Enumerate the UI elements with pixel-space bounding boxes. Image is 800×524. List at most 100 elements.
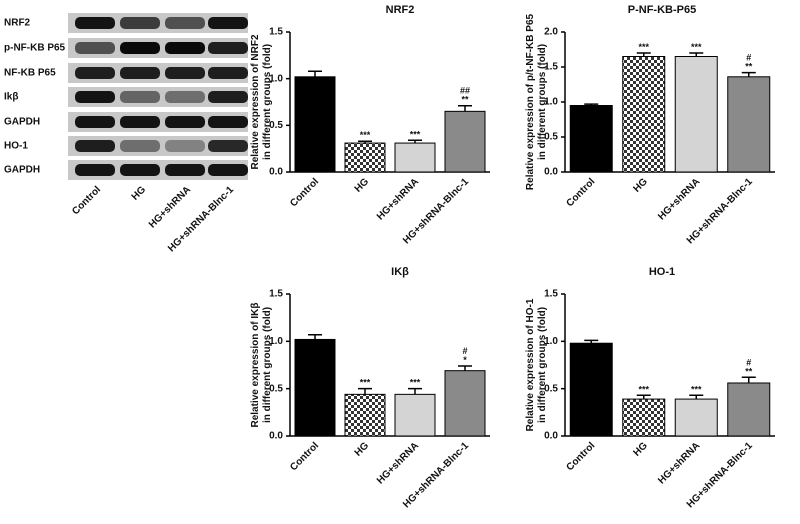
bar [294,338,336,437]
chart-title: IKβ [391,266,409,278]
y-axis-label: Relative expression of HO-1 [525,298,536,431]
y-tick-label: 1.5 [544,289,558,300]
significance: *** [691,42,702,52]
x-tick-label: HG+shRNA [656,176,702,222]
blot-row-label: p-NF-KB P65 [4,43,66,54]
blot-band [120,67,160,79]
x-tick-label: Control [288,176,321,209]
blot-lane-label: HG+shRNA [147,184,193,230]
y-tick-label: 1.0 [544,336,558,347]
y-axis-label: Relative expression of NRF2 [250,34,261,169]
bar [727,382,771,437]
significance: *** [360,130,371,140]
blot-row-label: NRF2 [4,18,31,29]
blot-band [75,17,115,29]
error-bar [689,52,704,57]
bar [344,142,386,173]
significance: *** [691,384,702,394]
y-tick-label: 0.5 [544,383,558,394]
significance: * [463,355,467,365]
blot-band [165,42,205,54]
blot-band [208,140,248,152]
blot-band [208,42,248,54]
blot-band [120,17,160,29]
bar [622,398,666,437]
error-bar [741,376,756,383]
significance: *** [410,378,421,388]
x-tick-label: HG [353,176,372,195]
y-tick-label: 0.5 [544,132,558,143]
blot-lane-label: Control [70,184,103,217]
error-bar [358,387,372,395]
y-tick-label: 0.5 [269,120,283,131]
significance: ** [461,95,469,105]
chart-title: HO-1 [649,266,675,278]
error-bar [689,394,704,400]
blot-band [75,91,115,103]
bar [444,370,486,437]
blot-band [208,116,248,128]
y-tick-label: 1.5 [269,289,283,300]
blot-band [165,91,205,103]
blot-band [165,17,205,29]
blot-band [165,116,205,128]
significance: ## [460,86,470,96]
y-axis-label: Relative expression of IKβ [250,302,261,427]
error-bar [741,71,756,77]
x-tick-label: HG+shRNA [375,440,421,486]
error-bar [358,140,372,144]
blot-lane-label: HG [130,184,149,203]
significance: # [746,357,751,367]
blot-band [75,116,115,128]
bar [727,76,771,173]
significance: ** [745,366,753,376]
y-tick-label: 1.0 [269,73,283,84]
y-axis-label: in different groups (fold) [262,307,273,423]
error-bar [408,139,422,144]
bar [394,393,436,437]
blot-band [165,67,205,79]
bar [569,342,613,437]
blot-band [120,164,160,176]
x-tick-label: Control [288,440,321,473]
y-axis-label: Relative expression of p/t-NF-KB P65 [525,13,536,190]
error-bar [636,52,651,57]
bar [569,105,613,173]
x-tick-label: Control [564,176,597,209]
blot-band [120,116,160,128]
bar [622,56,666,173]
blot-band [165,164,205,176]
x-tick-label: HG+shRNA [656,440,702,486]
y-tick-label: 1.0 [269,336,283,347]
bar [394,142,436,173]
blot-band [208,17,248,29]
y-axis-label: in different groups (fold) [537,307,548,423]
y-axis-label: in different groups (fold) [262,44,273,160]
blot-band [75,164,115,176]
x-tick-label: HG+shRNA [375,176,421,222]
significance: *** [638,384,649,394]
chart-title: P-NF-KB-P65 [628,4,696,16]
error-bar [584,103,599,106]
significance: # [462,346,467,356]
bar [294,76,336,173]
blot-band [208,164,248,176]
bar [674,56,718,173]
blot-row-label: GAPDH [4,117,40,128]
y-tick-label: 0.0 [544,431,558,442]
chart-title: NRF2 [386,4,415,16]
blot-band [120,91,160,103]
significance: # [746,53,751,63]
error-bar [308,333,322,340]
blot-band [75,42,115,54]
error-bar [408,387,422,395]
x-tick-label: HG [631,176,650,195]
error-bar [584,339,599,344]
blot-band [75,140,115,152]
error-bar [308,70,322,77]
error-bar [458,104,472,112]
significance: *** [360,378,371,388]
blot-row-label: GAPDH [4,165,40,176]
y-tick-label: 0.0 [544,167,558,178]
